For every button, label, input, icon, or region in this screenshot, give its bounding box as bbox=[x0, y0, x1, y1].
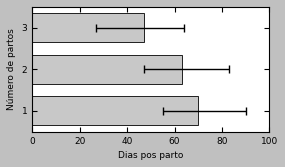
Bar bbox=[32, 13, 144, 42]
Bar bbox=[32, 55, 182, 84]
Bar bbox=[32, 96, 198, 125]
X-axis label: Dias pos parto: Dias pos parto bbox=[118, 151, 184, 160]
Y-axis label: Número de partos: Número de partos bbox=[7, 28, 16, 110]
